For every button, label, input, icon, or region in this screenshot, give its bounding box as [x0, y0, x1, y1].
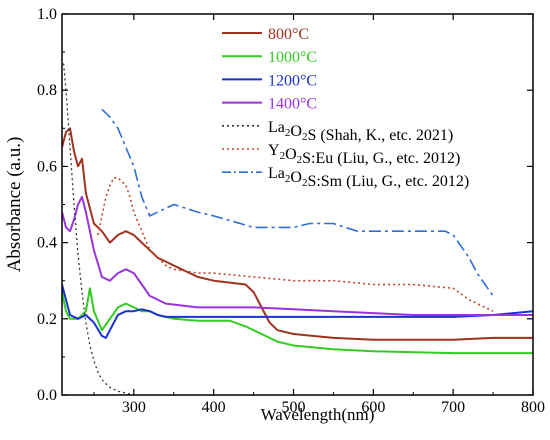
legend-label-7: La2O2S:Sm (Liu, G., etc. 2012) [268, 165, 469, 190]
series-line-6 [97, 177, 494, 312]
legend: 800°C 1000°C 1200°C 1400°C La2O2S (Shah, K.,… [222, 26, 469, 190]
y-tick-label: 0.2 [37, 311, 57, 328]
legend-label-1: 800°C [268, 26, 309, 43]
legend-label-2: 1000°C [268, 49, 317, 66]
x-tick-label: 500 [282, 399, 306, 416]
series-line-2 [62, 287, 533, 355]
y-tick-label: 0.6 [37, 158, 57, 175]
x-axis-label: Wavelength(nm) [261, 405, 375, 424]
series-line-3 [62, 284, 533, 339]
x-tick-label: 600 [361, 399, 385, 416]
series-line-4 [62, 195, 533, 316]
series-layer [62, 63, 533, 395]
series-line-1 [62, 127, 533, 341]
x-tick-label: 400 [202, 399, 226, 416]
y-tick-label: 0.0 [37, 387, 57, 404]
y-tick-label: 1.0 [37, 6, 57, 23]
plot-frame [61, 13, 534, 396]
legend-label-6: Y2O2S:Eu (Liu, G., etc. 2012) [268, 142, 460, 167]
series-line-5 [62, 63, 134, 395]
legend-label-3: 1200°C [268, 72, 317, 89]
x-tick-label: 800 [521, 399, 545, 416]
y-tick-label: 0.8 [37, 82, 57, 99]
y-tick-label: 0.4 [37, 235, 57, 252]
y-axis-label: Absorbance (a.u.) [4, 137, 25, 273]
x-tick-label: 700 [441, 399, 465, 416]
legend-label-4: 1400°C [268, 96, 317, 113]
series-line-7 [101, 108, 494, 297]
legend-label-5: La2O2S (Shah, K., etc. 2021) [268, 119, 453, 144]
x-tick-label: 300 [122, 399, 146, 416]
ticks-layer: 300 400 500 600 700 800 0.0 0.2 0.4 0.6 0.8 1.0 [37, 6, 545, 416]
